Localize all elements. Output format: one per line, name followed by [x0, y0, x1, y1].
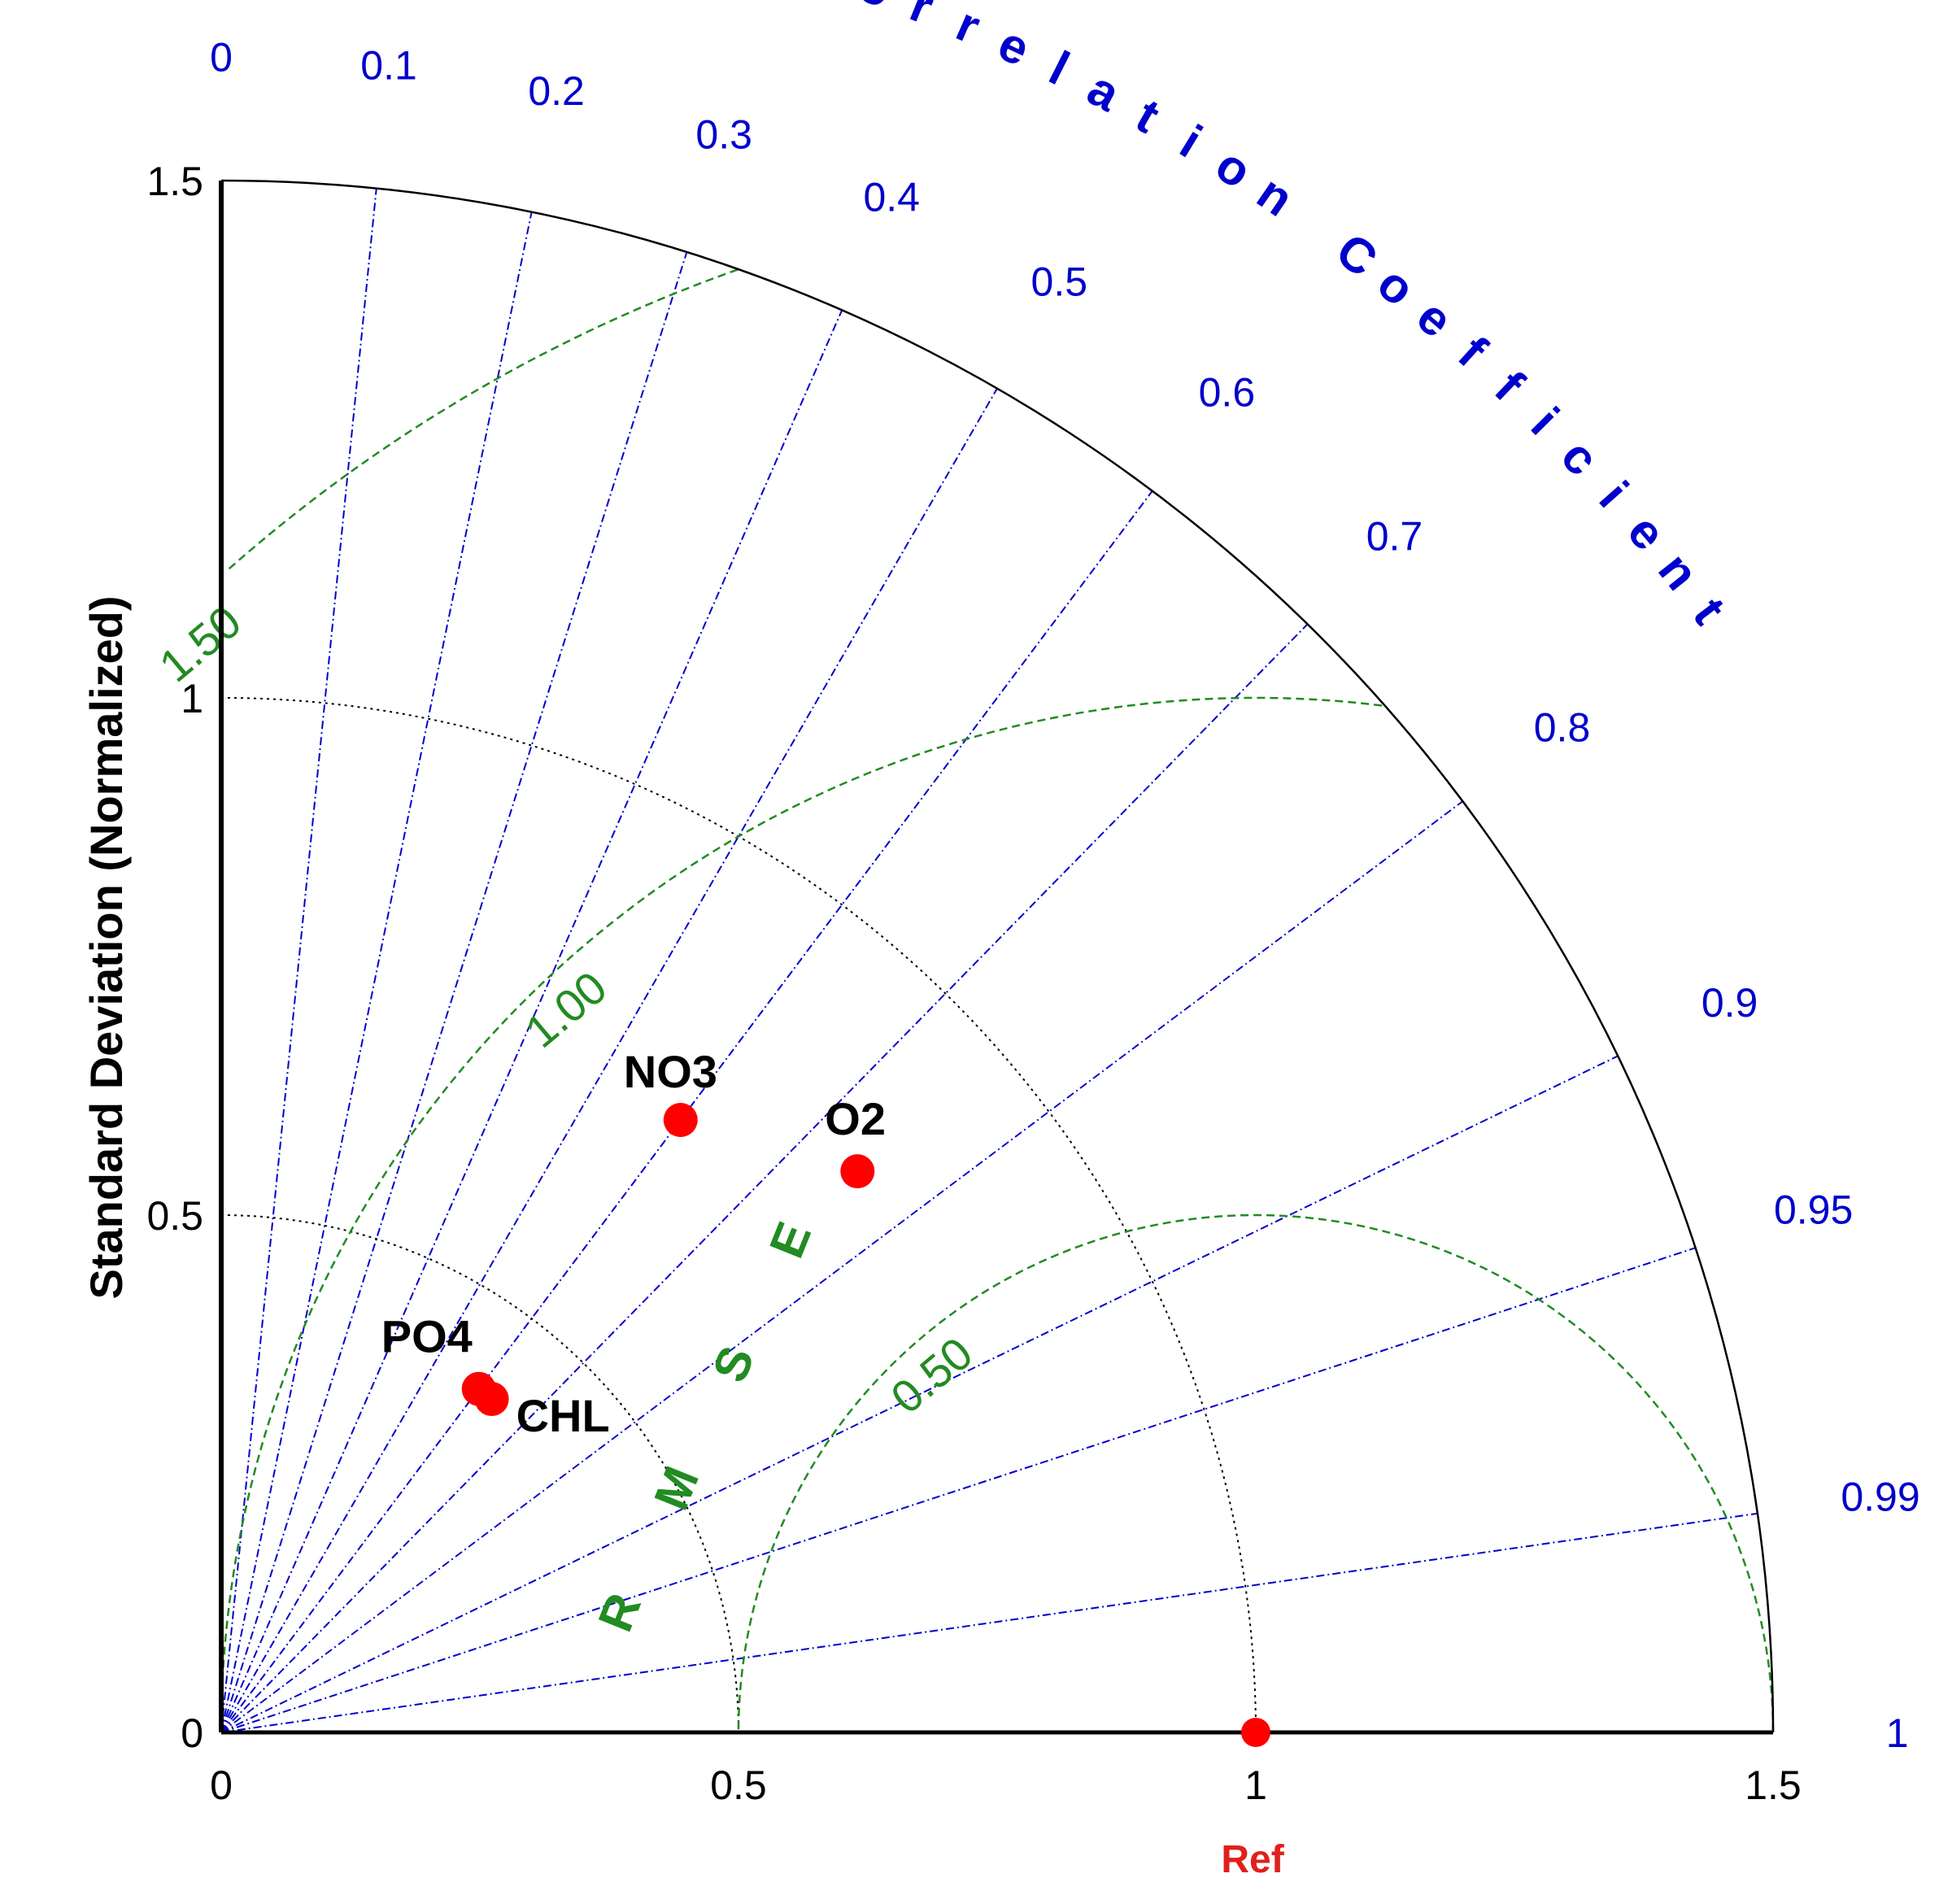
correlation-title-letter: i [1521, 397, 1569, 445]
data-point-label: CHL [516, 1390, 610, 1441]
correlation-title-letter: n [1248, 165, 1303, 227]
rmse-contour [220, 696, 1383, 1732]
correlation-tick-label: 0.6 [1199, 369, 1256, 415]
correlation-title-letter: o [1367, 255, 1425, 316]
rmse-contour [737, 1213, 1775, 1732]
correlation-title-letter: C [802, 0, 853, 2]
reference-label: Ref [1221, 1838, 1284, 1881]
correlation-tick-label: 0.1 [360, 43, 417, 89]
correlation-tick-label: 0.8 [1534, 705, 1591, 751]
std-dev-arc [220, 1214, 739, 1733]
std-dev-arc [220, 697, 1257, 1733]
x-tick-label: 1 [1244, 1762, 1267, 1808]
correlation-tick-label: 0.99 [1841, 1474, 1919, 1519]
correlation-title-letter: i [1171, 115, 1211, 168]
correlation-title-letter: f [1484, 360, 1534, 412]
data-point-layer: NO3 O2 PO4 CHL [381, 1046, 1270, 1747]
correlation-tick-label: 0.5 [1031, 259, 1088, 304]
outer-arc [220, 179, 1775, 1733]
reference-marker [1241, 1718, 1270, 1747]
correlation-title-letter: C [1327, 223, 1388, 288]
correlation-ray [220, 211, 533, 1733]
rmse-contour-label: 1.00 [516, 961, 617, 1057]
data-point-label: PO4 [381, 1311, 473, 1362]
correlation-title-letter: e [1617, 504, 1676, 560]
y-tick-label: 0 [181, 1710, 203, 1756]
correlation-title-letter: t [1683, 588, 1736, 634]
correlation-ray [220, 623, 1309, 1733]
correlation-ray [220, 388, 998, 1733]
correlation-ray [220, 188, 377, 1733]
correlation-title-letter: n [1648, 542, 1709, 599]
correlation-tick-label: 0.4 [863, 174, 920, 220]
x-tick-label: 1.5 [1745, 1762, 1802, 1808]
x-tick-label: 0.5 [710, 1762, 767, 1808]
data-point-marker [663, 1102, 698, 1137]
correlation-ray [220, 251, 688, 1733]
title-layer: Standard Deviation (Normalized) Ref Corr… [81, 0, 1736, 1881]
y-tick-label: 1 [181, 676, 203, 721]
y-tick-label: 0.5 [146, 1193, 203, 1239]
correlation-tick-label: 0.95 [1774, 1187, 1853, 1233]
correlation-tick-label: 1 [1886, 1710, 1909, 1756]
correlation-tick-label: 0.7 [1366, 513, 1423, 559]
rmse-title-letter: M [643, 1459, 709, 1517]
correlation-ray [220, 1512, 1758, 1733]
correlation-tick-label: 0.9 [1702, 980, 1758, 1026]
correlation-ray [220, 1055, 1619, 1733]
correlation-title-letter: t [1127, 88, 1169, 143]
x-tick-label: 0 [210, 1762, 233, 1808]
y-axis-title: Standard Deviation (Normalized) [81, 595, 132, 1299]
y-tick-label: 1.5 [146, 159, 203, 204]
data-point-label: NO3 [624, 1046, 717, 1097]
correlation-title-letter: l [1041, 41, 1078, 95]
axis-frame-layer [219, 179, 1775, 1735]
correlation-title-letter: r [948, 0, 987, 54]
correlation-title-letter: c [1551, 429, 1610, 486]
rmse-title-letter: E [759, 1214, 821, 1265]
rmse-contour [226, 268, 739, 571]
correlation-title-letter: r [903, 0, 941, 35]
correlation-title-letter: o [1206, 137, 1261, 199]
correlation-ray [220, 309, 843, 1733]
correlation-tick-label: 0.2 [528, 68, 585, 114]
correlation-ray [220, 1247, 1696, 1733]
rmse-contour-label: 0.50 [881, 1327, 982, 1423]
correlation-tick-label: 0 [210, 34, 233, 80]
data-point-marker [474, 1382, 509, 1417]
correlation-title-letter: f [1448, 326, 1497, 378]
correlation-ray [220, 800, 1464, 1733]
correlation-title-letter: o [852, 0, 899, 19]
correlation-title-letter: i [1589, 471, 1639, 517]
rmse-title-letter: S [702, 1339, 765, 1389]
correlation-tick-label: 0.3 [695, 111, 752, 157]
correlation-title-letter: e [990, 15, 1038, 76]
correlation-title-letter: a [1079, 61, 1130, 122]
grid-layer [220, 188, 1758, 1733]
data-point-label: O2 [825, 1093, 886, 1144]
correlation-title-letter: e [1407, 289, 1463, 348]
data-point-marker [840, 1154, 875, 1189]
